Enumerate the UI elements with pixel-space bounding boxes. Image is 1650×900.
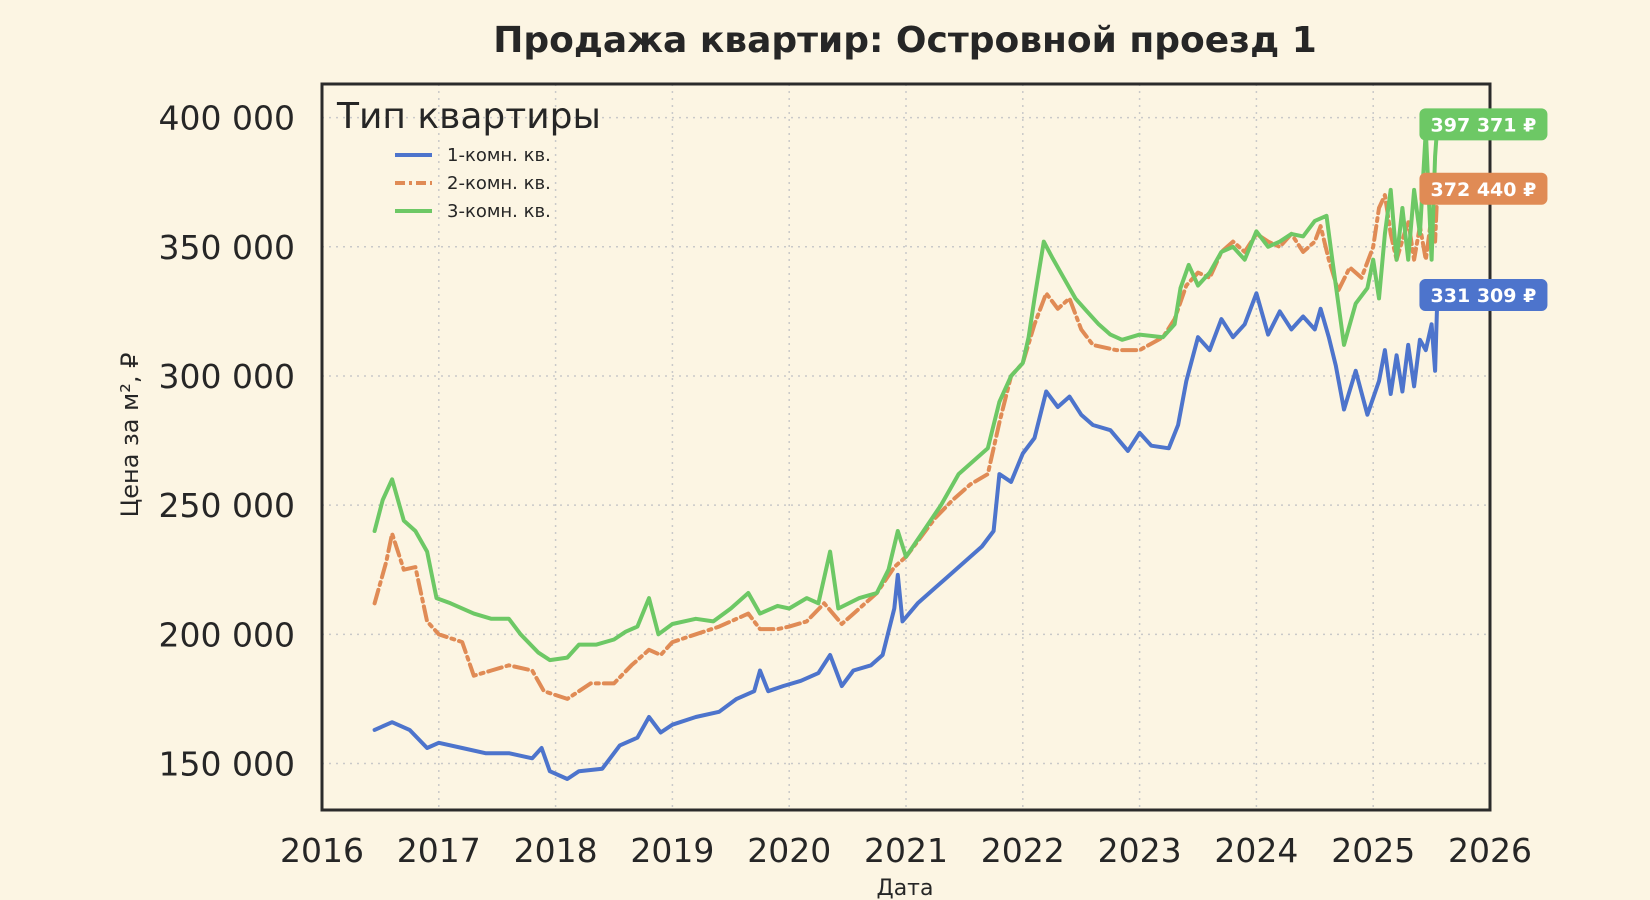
series-line-2 [372,186,1440,701]
legend-title: Тип квартиры [336,96,601,137]
series-lines [372,122,1440,781]
legend-label: 3-комн. кв. [447,201,551,222]
y-axis-label: Цена за м², ₽ [116,353,144,518]
x-tick-label: 2019 [630,831,714,870]
end-value-text: 397 371 ₽ [1431,114,1537,136]
end-labels: 331 309 ₽ 372 440 ₽ 397 371 ₽ [1419,108,1548,312]
end-value-badge [1419,108,1548,141]
y-tick-label: 150 000 [159,744,295,783]
legend-label: 2-комн. кв. [447,173,551,194]
end-value-badge [1419,279,1548,312]
x-axis-label: Дата [877,876,934,900]
y-tick-label: 200 000 [159,615,295,654]
legend: Тип квартиры 1-комн. кв. 2-комн. кв. 3-ком… [336,96,601,222]
end-value-label: 331 309 ₽ [1419,279,1548,312]
x-tick-label: 2018 [514,831,598,870]
end-value-text: 331 309 ₽ [1431,285,1537,307]
x-tick-label: 2020 [747,831,831,870]
end-value-text: 372 440 ₽ [1431,179,1537,201]
x-tick-label: 2022 [981,831,1065,870]
y-tick-label: 300 000 [159,357,295,396]
chart-title: Продажа квартир: Островной проезд 1 [493,20,1317,61]
end-value-label: 397 371 ₽ [1419,108,1548,141]
x-tick-label: 2023 [1098,831,1182,870]
x-tick-label: 2026 [1448,831,1532,870]
end-value-badge [1419,172,1548,205]
grid [321,84,1491,810]
y-tick-label: 250 000 [159,486,295,525]
x-tick-label: 2017 [397,831,481,870]
series-line-1 [372,291,1440,781]
x-tick-label: 2016 [280,831,364,870]
y-tick-label: 350 000 [159,228,295,267]
series-line-3 [372,122,1440,663]
y-tick-label: 400 000 [159,99,295,138]
plot-frame [320,82,1492,812]
axis-ticks: 2016 2017 2018 2019 2020 2021 2022 2023 2024 2025… [159,99,1532,870]
end-value-label: 372 440 ₽ [1419,172,1548,205]
x-tick-label: 2025 [1331,831,1415,870]
x-tick-label: 2024 [1214,831,1298,870]
legend-label: 1-комн. кв. [447,145,551,166]
x-tick-label: 2021 [864,831,948,870]
